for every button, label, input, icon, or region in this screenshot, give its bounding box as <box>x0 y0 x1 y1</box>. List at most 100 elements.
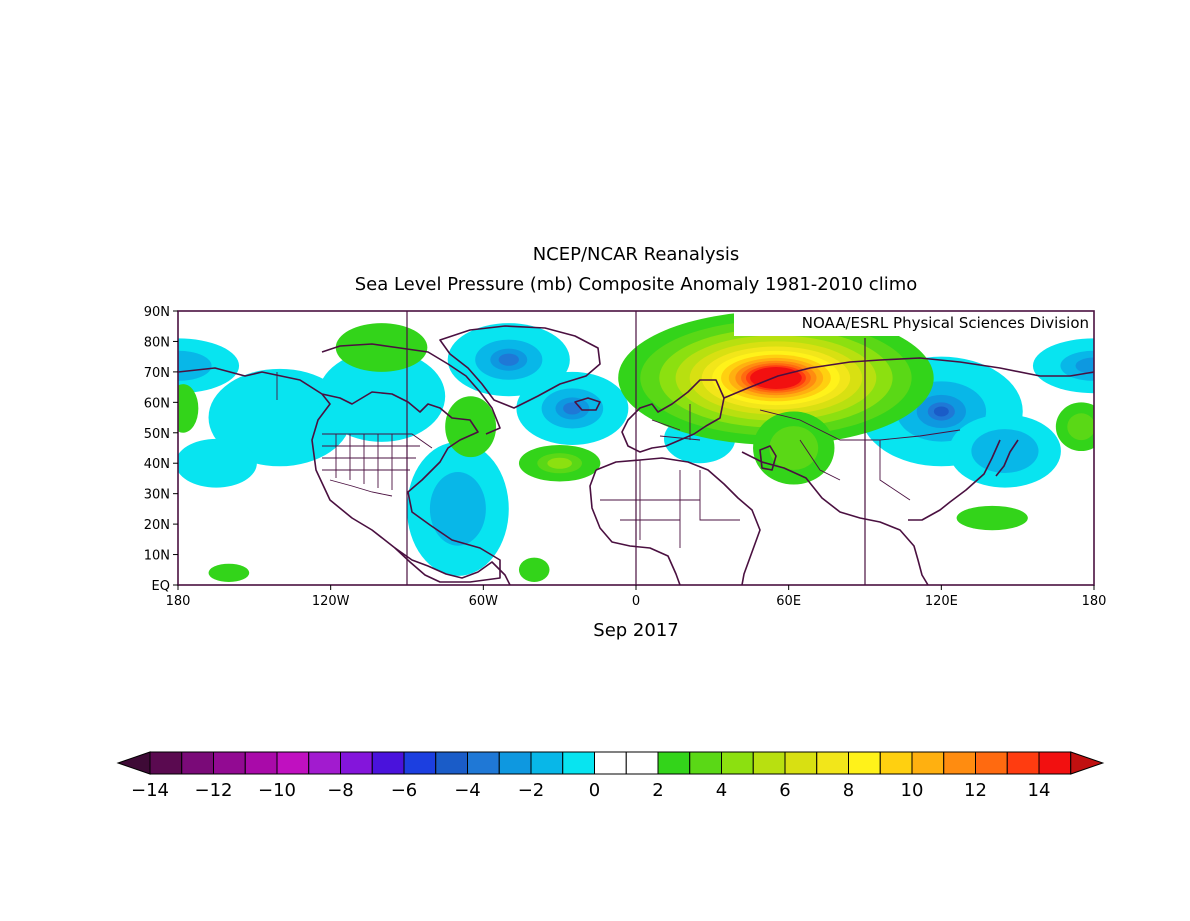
colorbar-tick-labels: −14 −12 −10 −8 −6 −4 −2 0 2 4 6 8 10 12 14 <box>131 780 1050 801</box>
colorbar-swatch <box>530 751 564 775</box>
anomaly-contour <box>178 350 212 381</box>
lon-tick-label: 180 <box>166 594 191 609</box>
colorbar-tick-label: −4 <box>454 780 481 801</box>
colorbar-swatch <box>784 751 818 775</box>
lat-tick-label: 80N <box>144 335 170 350</box>
colorbar-swatch <box>403 751 437 775</box>
colorbar-swatch <box>340 751 373 775</box>
colorbar-swatch <box>435 751 468 775</box>
country-borders <box>276 372 961 548</box>
colorbar-tick-label: 14 <box>1028 780 1051 801</box>
anomaly-shading <box>178 311 1094 582</box>
period-label: Sep 2017 <box>593 620 678 641</box>
colorbar-tick-label: −12 <box>195 780 233 801</box>
coast-central-south-america <box>394 547 511 585</box>
lat-tick-label: 40N <box>144 457 170 472</box>
lon-tick-label: 120W <box>312 594 350 609</box>
coast-japan <box>995 439 1019 477</box>
lon-tick-label: 120E <box>925 594 958 609</box>
colorbar-swatch <box>752 751 786 775</box>
colorbar-tick-label: −8 <box>327 780 354 801</box>
colorbar-tick-label: −6 <box>391 780 418 801</box>
colorbar-swatch <box>943 751 976 775</box>
colorbar-tick-label: 12 <box>964 780 987 801</box>
colorbar-swatch <box>689 751 722 775</box>
lat-tick-label: 50N <box>144 427 170 442</box>
map-subtitle: Sea Level Pressure (mb) Composite Anomal… <box>355 274 918 295</box>
anomaly-contour <box>208 563 250 582</box>
europe-borders <box>651 404 701 441</box>
colorbar-tick-label: −2 <box>518 780 545 801</box>
coast-iceland <box>574 397 601 411</box>
anomaly-contour <box>518 557 550 582</box>
anomaly-contour <box>769 426 819 470</box>
lat-tick-label: 20N <box>144 518 170 533</box>
colorbar-swatch <box>213 751 246 775</box>
colorbar-tick-label: 4 <box>716 780 727 801</box>
colorbar-tick-label: 10 <box>901 780 924 801</box>
anomaly-contour <box>445 396 497 458</box>
colorbar-swatch <box>467 751 500 775</box>
anomaly-contour <box>498 353 519 366</box>
anomaly-contour <box>547 457 572 469</box>
lat-tick-label: 30N <box>144 488 170 503</box>
us-state-grid <box>322 434 420 490</box>
colorbar-tick-label: 0 <box>589 780 600 801</box>
coastlines <box>178 325 1094 585</box>
anomaly-contour <box>971 429 1039 473</box>
colorbar-swatch <box>975 751 1008 775</box>
lon-tick-label: 180 <box>1082 594 1107 609</box>
colorbar-swatch <box>1006 751 1040 775</box>
anomaly-contour <box>956 505 1028 531</box>
anomaly-contour <box>1067 413 1094 441</box>
credit-box <box>734 311 1094 336</box>
colorbar-tick-label: 6 <box>779 780 790 801</box>
colorbar-swatch <box>562 751 595 775</box>
border-us-canada <box>322 433 433 449</box>
colorbar-tick-label: −10 <box>258 780 296 801</box>
colorbar-swatch <box>816 751 849 775</box>
longitude-axis: 180 120W 60W 0 60E 120E 180 <box>166 585 1107 609</box>
colorbar-swatch <box>721 751 754 775</box>
map-panel: NOAA/ESRL Physical Sciences Division <box>177 310 1095 586</box>
colorbar-swatch <box>276 751 310 775</box>
anomaly-contour <box>208 368 352 467</box>
colorbar-swatch <box>371 751 405 775</box>
lat-tick-label: EQ <box>152 579 170 594</box>
lat-tick-label: 60N <box>144 396 170 411</box>
anomaly-contour <box>933 406 949 417</box>
colorbar-swatch <box>625 751 659 775</box>
colorbar-swatch <box>879 751 913 775</box>
colorbar-swatch <box>244 751 278 775</box>
colorbar-swatch <box>149 751 183 775</box>
coast-europe <box>621 379 725 453</box>
anomaly-contour <box>178 384 199 433</box>
lon-tick-label: 60W <box>469 594 499 609</box>
colorbar-swatch <box>657 751 691 775</box>
coast-greenland <box>439 325 601 409</box>
colorbar-tick-label: 8 <box>843 780 854 801</box>
anomaly-contour <box>335 323 428 372</box>
africa-borders <box>600 460 740 548</box>
colorbar-over-arrow <box>1070 751 1105 775</box>
anomaly-contour <box>1075 357 1094 375</box>
lat-tick-label: 70N <box>144 366 170 381</box>
lon-tick-label: 0 <box>632 594 640 609</box>
anomaly-contour <box>317 350 446 442</box>
lon-tick-label: 60E <box>776 594 801 609</box>
anomaly-contour <box>563 402 582 415</box>
anomaly-contour <box>429 472 486 546</box>
colorbar-tick-label: −14 <box>131 780 169 801</box>
latitude-axis: 90N 80N 70N 60N 50N 40N 30N 20N 10N EQ <box>144 305 178 594</box>
map-title: NCEP/NCAR Reanalysis <box>533 244 740 265</box>
colorbar-swatch <box>594 751 627 775</box>
colorbar-swatch <box>498 751 532 775</box>
colorbar-under-arrow <box>116 751 151 775</box>
colorbar-swatch <box>911 751 945 775</box>
colorbar-tick-label: 2 <box>652 780 663 801</box>
lat-tick-label: 90N <box>144 305 170 320</box>
colorbar-swatch <box>181 751 214 775</box>
anomaly-contour <box>750 367 802 389</box>
credit-label: NOAA/ESRL Physical Sciences Division <box>802 314 1089 332</box>
